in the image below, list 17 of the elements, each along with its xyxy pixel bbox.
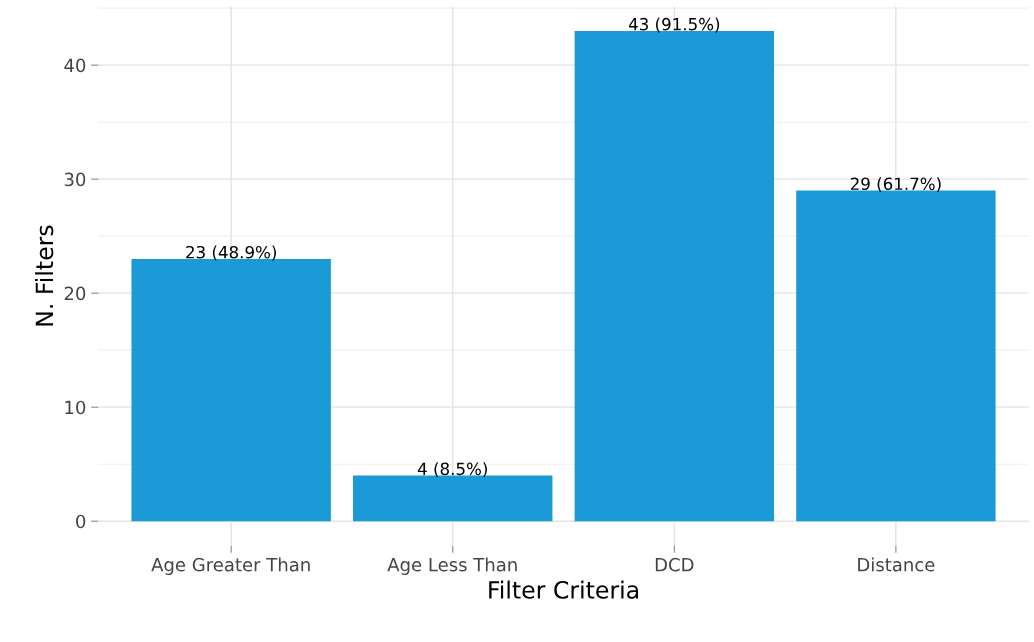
data-label: 29 (61.7%)	[850, 177, 941, 193]
x-axis-title: Filter Criteria	[489, 580, 639, 599]
x-tick-label: Distance	[858, 557, 935, 572]
y-tick-label: 30	[64, 172, 86, 187]
x-tick-label: Age Greater Than	[151, 557, 310, 575]
data-label: 43 (91.5%)	[628, 17, 720, 33]
x-tick-label: DCD	[655, 557, 694, 572]
bar	[796, 190, 996, 522]
y-tick-label: 20	[64, 286, 86, 301]
y-axis-title: N. Filters	[35, 225, 54, 326]
y-tick-label: 40	[64, 58, 86, 73]
data-label: 4 (8.5%)	[417, 462, 487, 478]
x-tick-label: Age Less Than	[387, 557, 517, 575]
y-tick-label: 0	[76, 514, 86, 529]
y-tick-label: 10	[65, 400, 86, 415]
bar	[353, 475, 553, 522]
data-label: 23 (48.9%)	[186, 245, 276, 261]
